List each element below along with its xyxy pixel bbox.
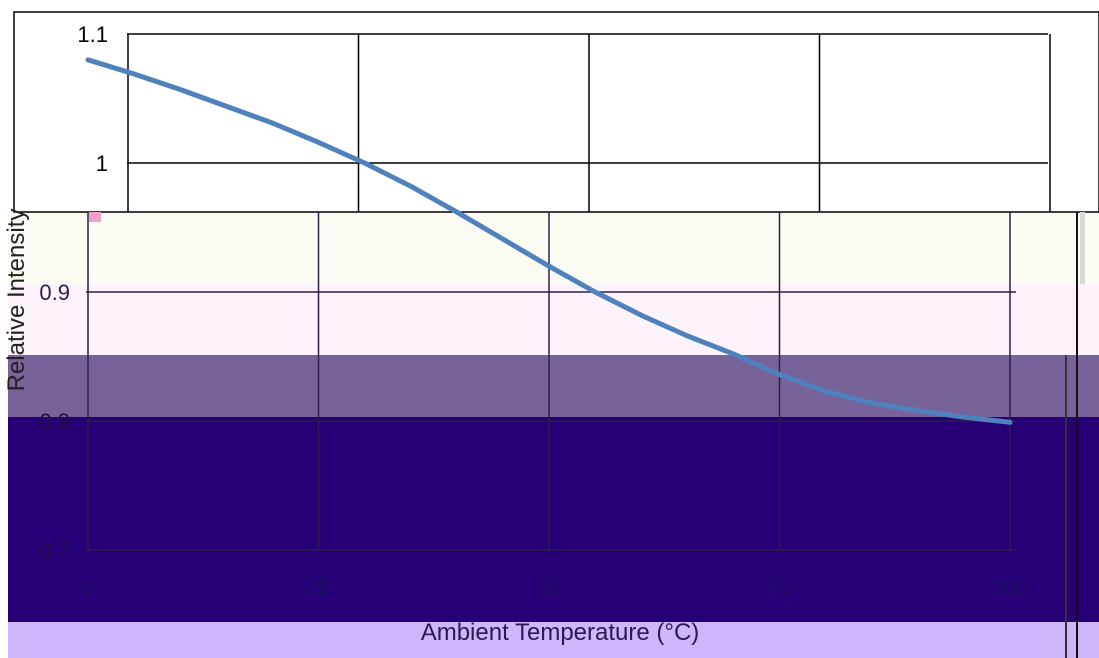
y-tick-label: 1	[96, 151, 108, 176]
x-axis-label: Ambient Temperature (°C)	[421, 619, 700, 646]
series-line	[85, 57, 1013, 425]
x-tick-label: 50	[537, 574, 561, 599]
y-axis-label: Relative Intensity	[3, 209, 30, 392]
background-band-lavender	[8, 622, 1099, 658]
chart-frame	[13, 11, 1099, 213]
background-band-cream	[8, 212, 1099, 284]
y-tick-label: 1.1	[77, 22, 108, 47]
page-background-top	[0, 0, 1099, 212]
x-tick-label: 75	[767, 574, 791, 599]
grid	[86, 33, 1051, 551]
background-band-pink	[8, 284, 1099, 356]
background-band-mauve	[8, 355, 1099, 417]
x-tick-label: 25	[306, 574, 330, 599]
y-tick-label: 0.9	[39, 280, 70, 305]
x-tick-label: 100	[992, 574, 1029, 599]
series-layer	[85, 57, 1013, 425]
tick-labels: 0.7 0.8 0.9 1 1.1 0 25 50 75 100	[39, 22, 1028, 599]
legend-swatch	[89, 212, 101, 222]
scroll-hint-bar	[1080, 212, 1085, 284]
y-tick-label: 0.8	[39, 409, 70, 434]
background-band-indigo	[8, 417, 1099, 622]
x-tick-label: 0	[82, 574, 94, 599]
y-tick-label: 0.7	[39, 538, 70, 563]
